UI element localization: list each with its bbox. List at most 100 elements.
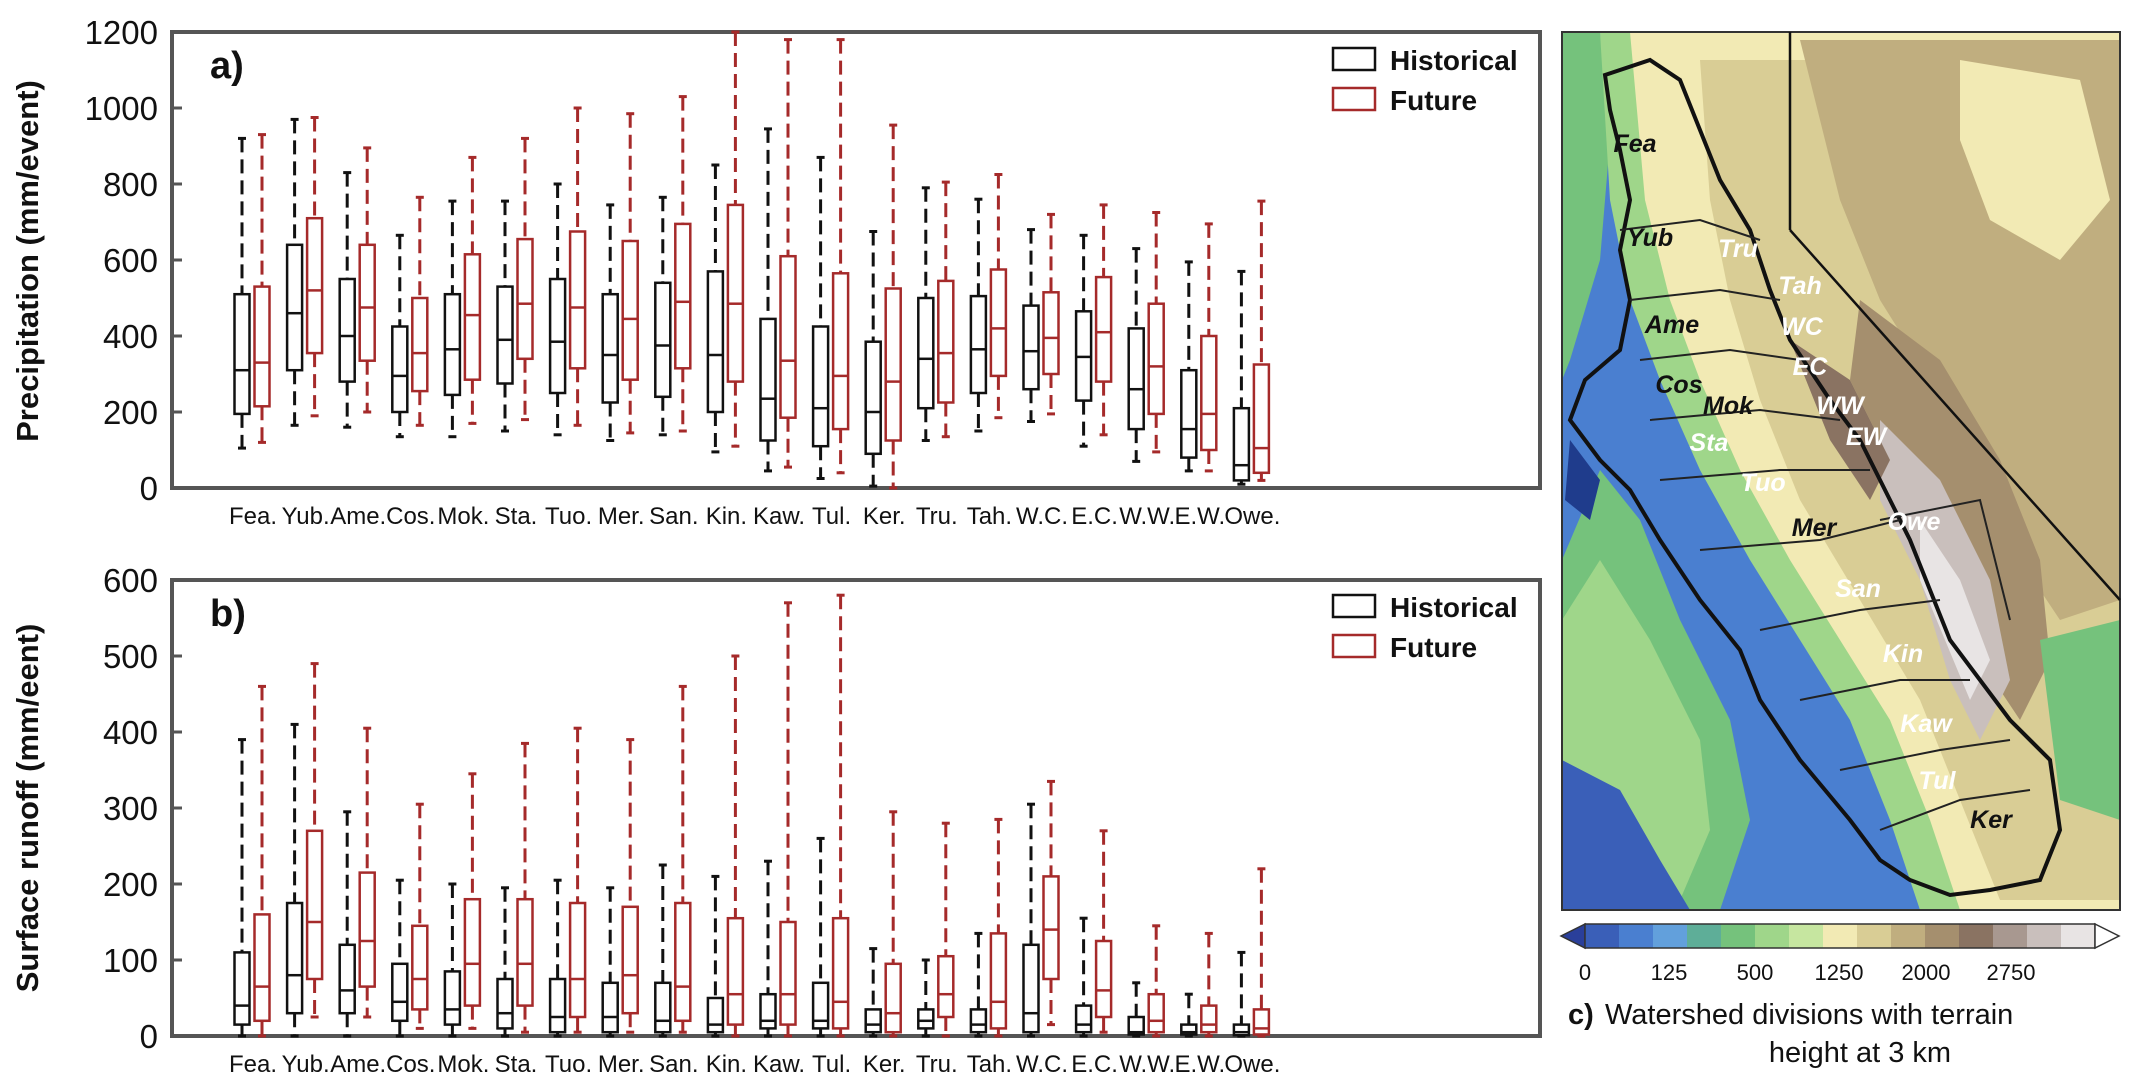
- map-frame: [1561, 31, 2121, 911]
- x-tick-label: W.C.: [1016, 503, 1068, 530]
- box-iqr: [1127, 327, 1145, 431]
- future-box: [674, 684, 692, 1034]
- historical-box: [338, 810, 356, 1038]
- box-iqr: [253, 913, 271, 1023]
- panel-a-legend: Historical Future: [1331, 45, 1518, 116]
- y-tick-label: 0: [140, 1018, 158, 1055]
- watershed-label: Tah: [1778, 272, 1822, 300]
- box-iqr: [654, 281, 672, 399]
- watershed-label: EC: [1793, 353, 1829, 381]
- y-tick-label: 400: [103, 714, 158, 751]
- box-iqr: [759, 992, 777, 1030]
- y-tick-label: 0: [140, 470, 158, 507]
- historical-box: [1074, 916, 1093, 1038]
- historical-box: [917, 186, 935, 442]
- historical-box: [811, 836, 830, 1038]
- historical-box: [285, 117, 304, 427]
- future-box: [1147, 924, 1165, 1038]
- legend-future-swatch: [1331, 86, 1377, 112]
- future-box: [989, 817, 1008, 1038]
- x-tick-label: Cos.: [386, 503, 435, 530]
- box-iqr: [411, 924, 429, 1011]
- watershed-label: San: [1835, 575, 1881, 603]
- future-box: [568, 726, 587, 1034]
- legend-historical-label: Historical: [1390, 592, 1518, 623]
- box-iqr: [548, 977, 567, 1034]
- box-iqr: [779, 254, 797, 419]
- box-iqr: [548, 277, 567, 395]
- x-tick-label: E.C.: [1071, 503, 1118, 530]
- map-caption-line1: Watershed divisions with terrain: [1605, 999, 2013, 1031]
- future-box: [253, 684, 271, 1038]
- colorbar-tick-label: 2750: [1987, 960, 2036, 985]
- watershed-internal-lines: [1619, 218, 2031, 831]
- colorbar-segment: [1653, 924, 1688, 948]
- box-iqr: [1042, 291, 1060, 376]
- box-iqr: [654, 981, 672, 1034]
- x-tick-label: Mer.: [598, 1051, 645, 1078]
- x-tick-label: Mer.: [598, 503, 645, 530]
- box-iqr: [989, 268, 1008, 378]
- y-tick-label: 1200: [85, 14, 158, 51]
- y-tick-label: 200: [103, 394, 158, 431]
- map-caption-bold: c): [1568, 999, 1594, 1031]
- box-iqr: [358, 243, 376, 362]
- panel-b-x-ticks: Fea. Yub. Ame. Cos. Mok. Sta. Tuo. Mer. San. Kin.…: [229, 1051, 1280, 1078]
- future-box: [1200, 222, 1218, 473]
- x-tick-label: W.W.: [1119, 503, 1175, 530]
- historical-box: [864, 230, 882, 488]
- historical-box: [233, 136, 251, 450]
- future-box: [1200, 931, 1218, 1038]
- box-iqr: [621, 239, 639, 381]
- historical-box: [443, 882, 462, 1038]
- y-tick-label: 600: [103, 562, 158, 599]
- panel-a-y-axis-label: Precipitation (mm/event): [10, 80, 45, 442]
- historical-box: [706, 874, 725, 1038]
- historical-box: [391, 233, 409, 439]
- x-tick-label: Fea.: [229, 503, 277, 530]
- box-iqr: [463, 897, 482, 1007]
- x-tick-label: Ame.: [330, 1051, 386, 1078]
- box-iqr: [1180, 368, 1198, 459]
- future-box: [937, 180, 955, 439]
- watershed-label: Tuo: [1740, 469, 1785, 497]
- panel-a-x-ticks: Fea. Yub. Ame. Cos. Mok. Sta. Tuo. Mer. San. Kin.…: [229, 503, 1280, 530]
- box-iqr: [1074, 1004, 1093, 1034]
- x-tick-label: W.C.: [1016, 1051, 1068, 1078]
- colorbar: 0 125 500 1250 2000 2750: [1559, 922, 2121, 985]
- box-iqr: [969, 294, 988, 395]
- box-iqr: [233, 951, 251, 1026]
- watershed-label: WC: [1781, 313, 1824, 341]
- historical-box: [548, 182, 567, 437]
- x-tick-label: Mok.: [437, 1051, 489, 1078]
- historical-box: [338, 171, 356, 429]
- box-iqr: [1200, 1004, 1218, 1034]
- x-tick-label: Owe.: [1224, 1051, 1280, 1078]
- panel-b-y-axis-label: Surface runoff (mm/eent): [10, 624, 45, 993]
- x-tick-label: Sta.: [495, 1051, 538, 1078]
- x-tick-label: San.: [649, 503, 698, 530]
- future-box: [884, 810, 902, 1038]
- box-iqr: [443, 970, 462, 1026]
- box-iqr: [884, 287, 902, 442]
- watershed-label: Cos: [1655, 371, 1702, 399]
- x-tick-label: Mok.: [437, 503, 489, 530]
- watershed-label: Ker: [1970, 806, 2013, 834]
- box-iqr: [674, 901, 692, 1023]
- panel-b-legend: Historical Future: [1331, 592, 1518, 663]
- box-iqr: [1094, 939, 1113, 1019]
- historical-box: [285, 722, 304, 1038]
- historical-box: [443, 199, 462, 439]
- x-tick-label: Tul.: [812, 503, 851, 530]
- box-iqr: [1127, 1015, 1145, 1036]
- colorbar-tick-label: 0: [1579, 960, 1591, 985]
- watershed-label: Kin: [1883, 640, 1923, 668]
- future-box: [831, 38, 850, 475]
- future-box: [989, 173, 1008, 420]
- historical-box: [1127, 247, 1145, 463]
- y-tick-label: 100: [103, 942, 158, 979]
- historical-box: [969, 197, 988, 433]
- x-tick-label: Kin.: [706, 503, 747, 530]
